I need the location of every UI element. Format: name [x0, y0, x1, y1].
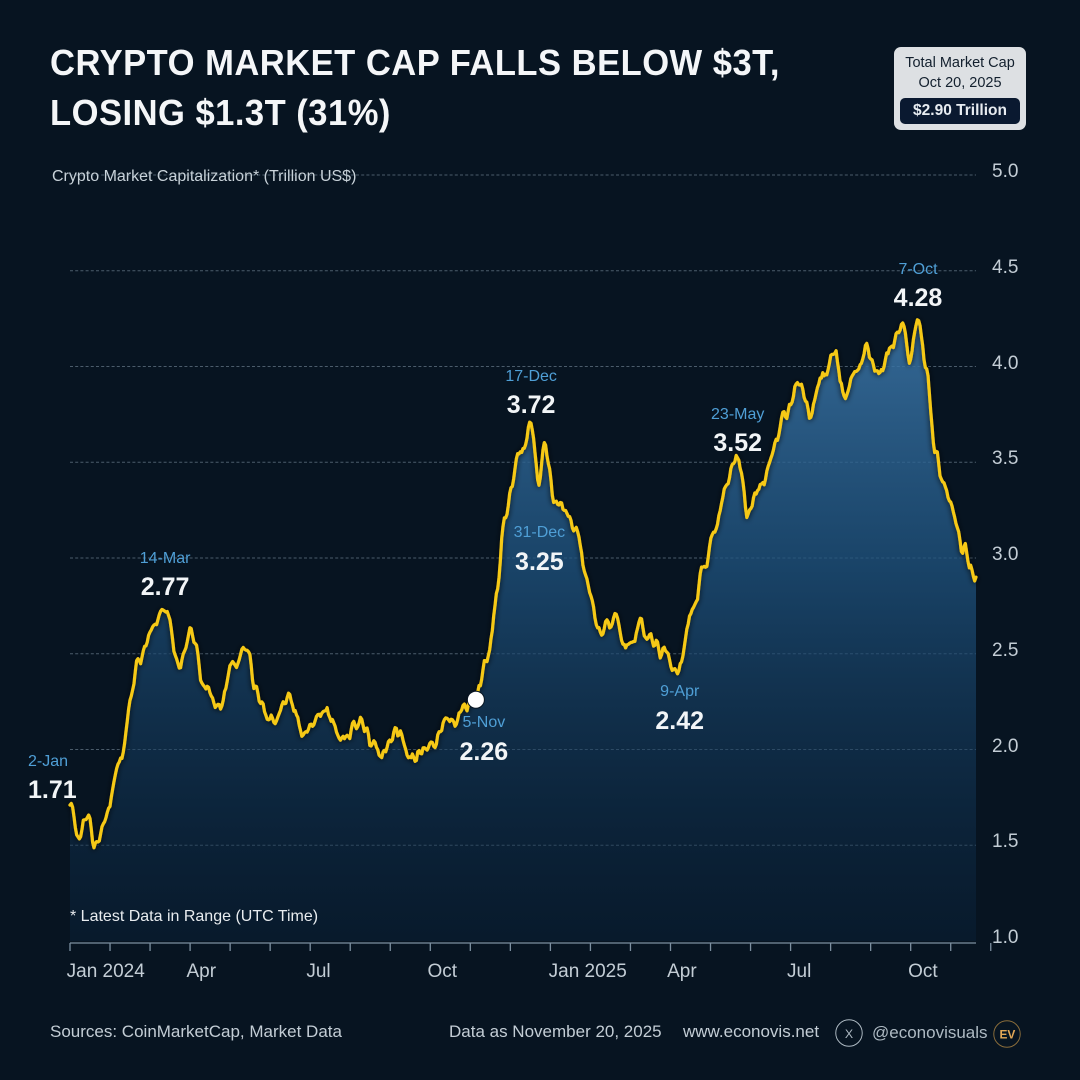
svg-text:X: X [845, 1027, 853, 1041]
svg-text:EV: EV [999, 1027, 1015, 1041]
